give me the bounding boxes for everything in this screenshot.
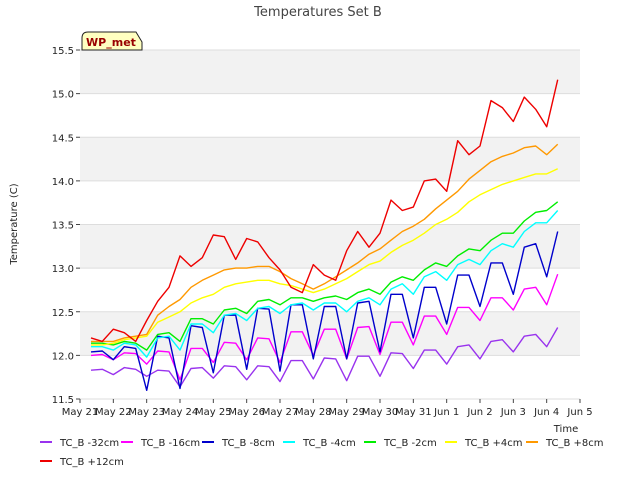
- series-line-2: [90, 231, 559, 391]
- legend-label: TC_B -4cm: [302, 438, 356, 449]
- chart-title: Temperatures Set B: [253, 5, 382, 20]
- x-tick-label: Jun 2: [466, 407, 492, 418]
- series-line-1: [90, 273, 559, 381]
- legend-label: TC_B -2cm: [383, 438, 437, 449]
- x-tick-label: May 28: [295, 407, 332, 418]
- x-tick-label: May 22: [95, 407, 132, 418]
- x-tick-label: Jun 4: [533, 407, 559, 418]
- plot-band: [80, 268, 580, 312]
- plot-band: [80, 137, 580, 181]
- x-tick-label: May 30: [362, 407, 399, 418]
- legend-label: TC_B -16cm: [140, 438, 200, 449]
- legend-label: TC_B +4cm: [464, 438, 523, 449]
- y-tick-label: 12.0: [52, 351, 74, 362]
- grid-lines: [80, 49, 580, 400]
- legend-label: TC_B -8cm: [221, 438, 275, 449]
- x-tick-label: Jun 1: [433, 407, 459, 418]
- series-line-4: [91, 201, 559, 351]
- x-tick-label: May 26: [228, 407, 265, 418]
- x-tick-label: Jun 5: [566, 407, 592, 418]
- x-tick-label: May 31: [395, 407, 432, 418]
- series-line-7: [90, 79, 559, 343]
- series-lines: [90, 79, 559, 391]
- y-axis-ticks: 11.5 12.0 12.5 13.0 13.5 14.0 14.5 15.0 15.5: [52, 46, 80, 406]
- legend-label: TC_B +12cm: [59, 457, 124, 468]
- plot-band: [80, 224, 580, 269]
- x-tick-label: May 23: [128, 407, 165, 418]
- x-axis-label: Time: [553, 424, 578, 435]
- y-tick-label: 13.5: [52, 221, 74, 232]
- plot-band: [80, 180, 580, 225]
- series-line-3: [91, 210, 559, 358]
- plot-band: [80, 93, 580, 138]
- y-tick-label: 14.0: [52, 177, 74, 188]
- y-tick-label: 12.5: [52, 308, 74, 319]
- plot-band: [80, 355, 580, 399]
- legend: TC_B -32cm TC_B -16cm TC_B -8cm TC_B -4cm TC…: [40, 438, 604, 468]
- y-tick-label: 13.0: [52, 264, 74, 275]
- x-tick-label: May 24: [162, 407, 199, 418]
- y-tick-label: 11.5: [52, 395, 74, 406]
- plot-band: [80, 50, 580, 94]
- x-tick-label: Jun 3: [500, 407, 526, 418]
- plot-bands: [80, 50, 580, 399]
- x-tick-label: May 27: [262, 407, 299, 418]
- badge-shape: [81, 31, 143, 51]
- y-axis-label: Temperature (C): [9, 183, 20, 265]
- x-tick-label: May 29: [328, 407, 365, 418]
- y-tick-label: 15.0: [52, 90, 74, 101]
- y-tick-label: 15.5: [52, 46, 74, 57]
- series-line-5: [91, 168, 558, 346]
- wp-met-badge: WP_met: [81, 31, 143, 51]
- legend-label: TC_B +8cm: [545, 438, 604, 449]
- series-line-6: [91, 143, 559, 343]
- badge-label: WP_met: [86, 36, 136, 49]
- x-tick-label: May 21: [62, 407, 99, 418]
- legend-label: TC_B -32cm: [59, 438, 119, 449]
- x-tick-label: May 25: [195, 407, 232, 418]
- series-line-0: [90, 327, 559, 388]
- y-tick-label: 14.5: [52, 133, 74, 144]
